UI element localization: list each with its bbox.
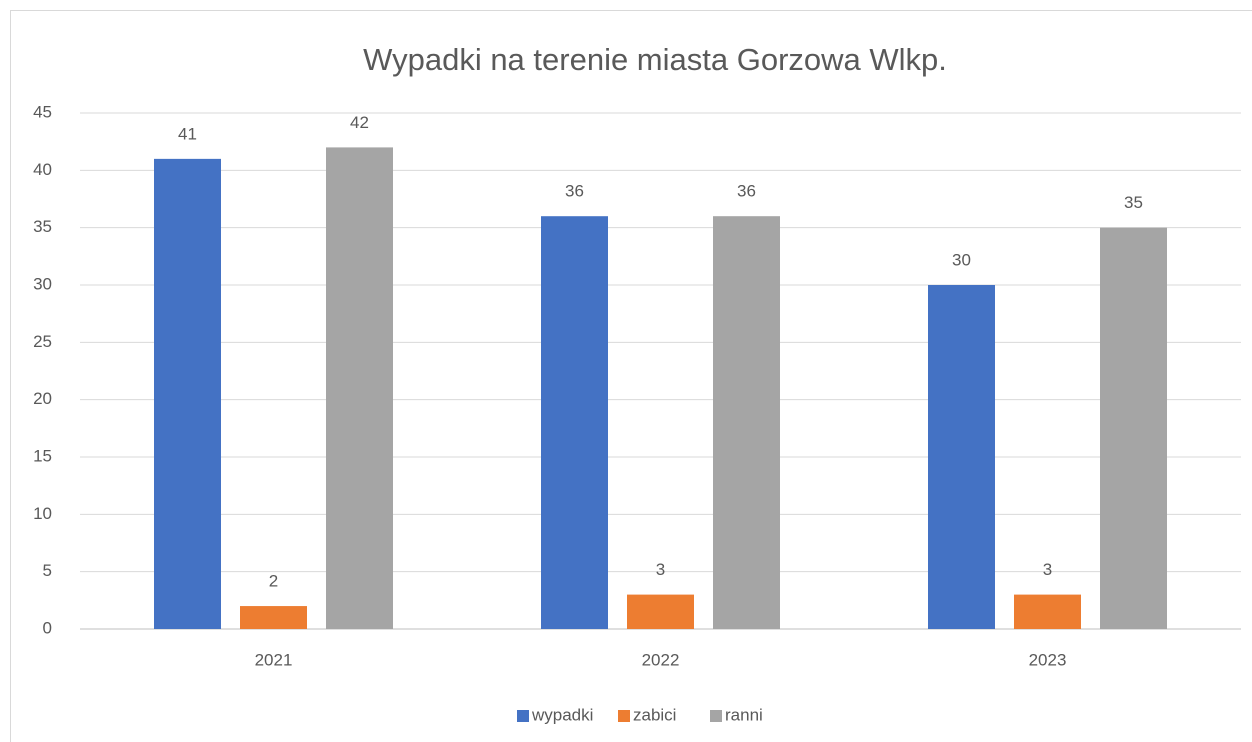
data-label: 42 — [350, 113, 369, 132]
legend-label: zabici — [633, 705, 676, 724]
y-tick-label: 15 — [33, 446, 52, 465]
y-tick-label: 35 — [33, 217, 52, 236]
x-tick-label: 2023 — [1029, 650, 1067, 669]
bar — [713, 216, 780, 629]
legend-swatch — [618, 710, 630, 722]
y-tick-label: 40 — [33, 160, 52, 179]
data-label: 41 — [178, 124, 197, 143]
bar — [240, 606, 307, 629]
bar — [928, 285, 995, 629]
legend-swatch — [710, 710, 722, 722]
legend-swatch — [517, 710, 529, 722]
y-tick-label: 25 — [33, 332, 52, 351]
bar — [541, 216, 608, 629]
bar — [154, 158, 221, 629]
data-label: 36 — [737, 182, 756, 201]
y-tick-label: 0 — [43, 618, 52, 637]
bar — [1014, 594, 1081, 629]
x-tick-label: 2022 — [642, 650, 680, 669]
y-tick-label: 45 — [33, 102, 52, 121]
data-label: 36 — [565, 182, 584, 201]
data-label: 2 — [269, 572, 278, 591]
data-label: 3 — [656, 560, 665, 579]
legend-label: ranni — [725, 705, 763, 724]
data-label: 35 — [1124, 193, 1143, 212]
data-label: 30 — [952, 250, 971, 269]
y-tick-label: 30 — [33, 274, 52, 293]
data-label: 3 — [1043, 560, 1052, 579]
chart-title: Wypadki na terenie miasta Gorzowa Wlkp. — [363, 42, 947, 77]
chart-frame — [10, 10, 1252, 742]
x-tick-label: 2021 — [255, 650, 293, 669]
bar — [627, 594, 694, 629]
y-tick-label: 10 — [33, 504, 52, 523]
bar — [1100, 227, 1167, 629]
bar — [326, 147, 393, 629]
y-tick-label: 5 — [43, 561, 52, 580]
legend-label: wypadki — [531, 705, 593, 724]
y-tick-label: 20 — [33, 389, 52, 408]
